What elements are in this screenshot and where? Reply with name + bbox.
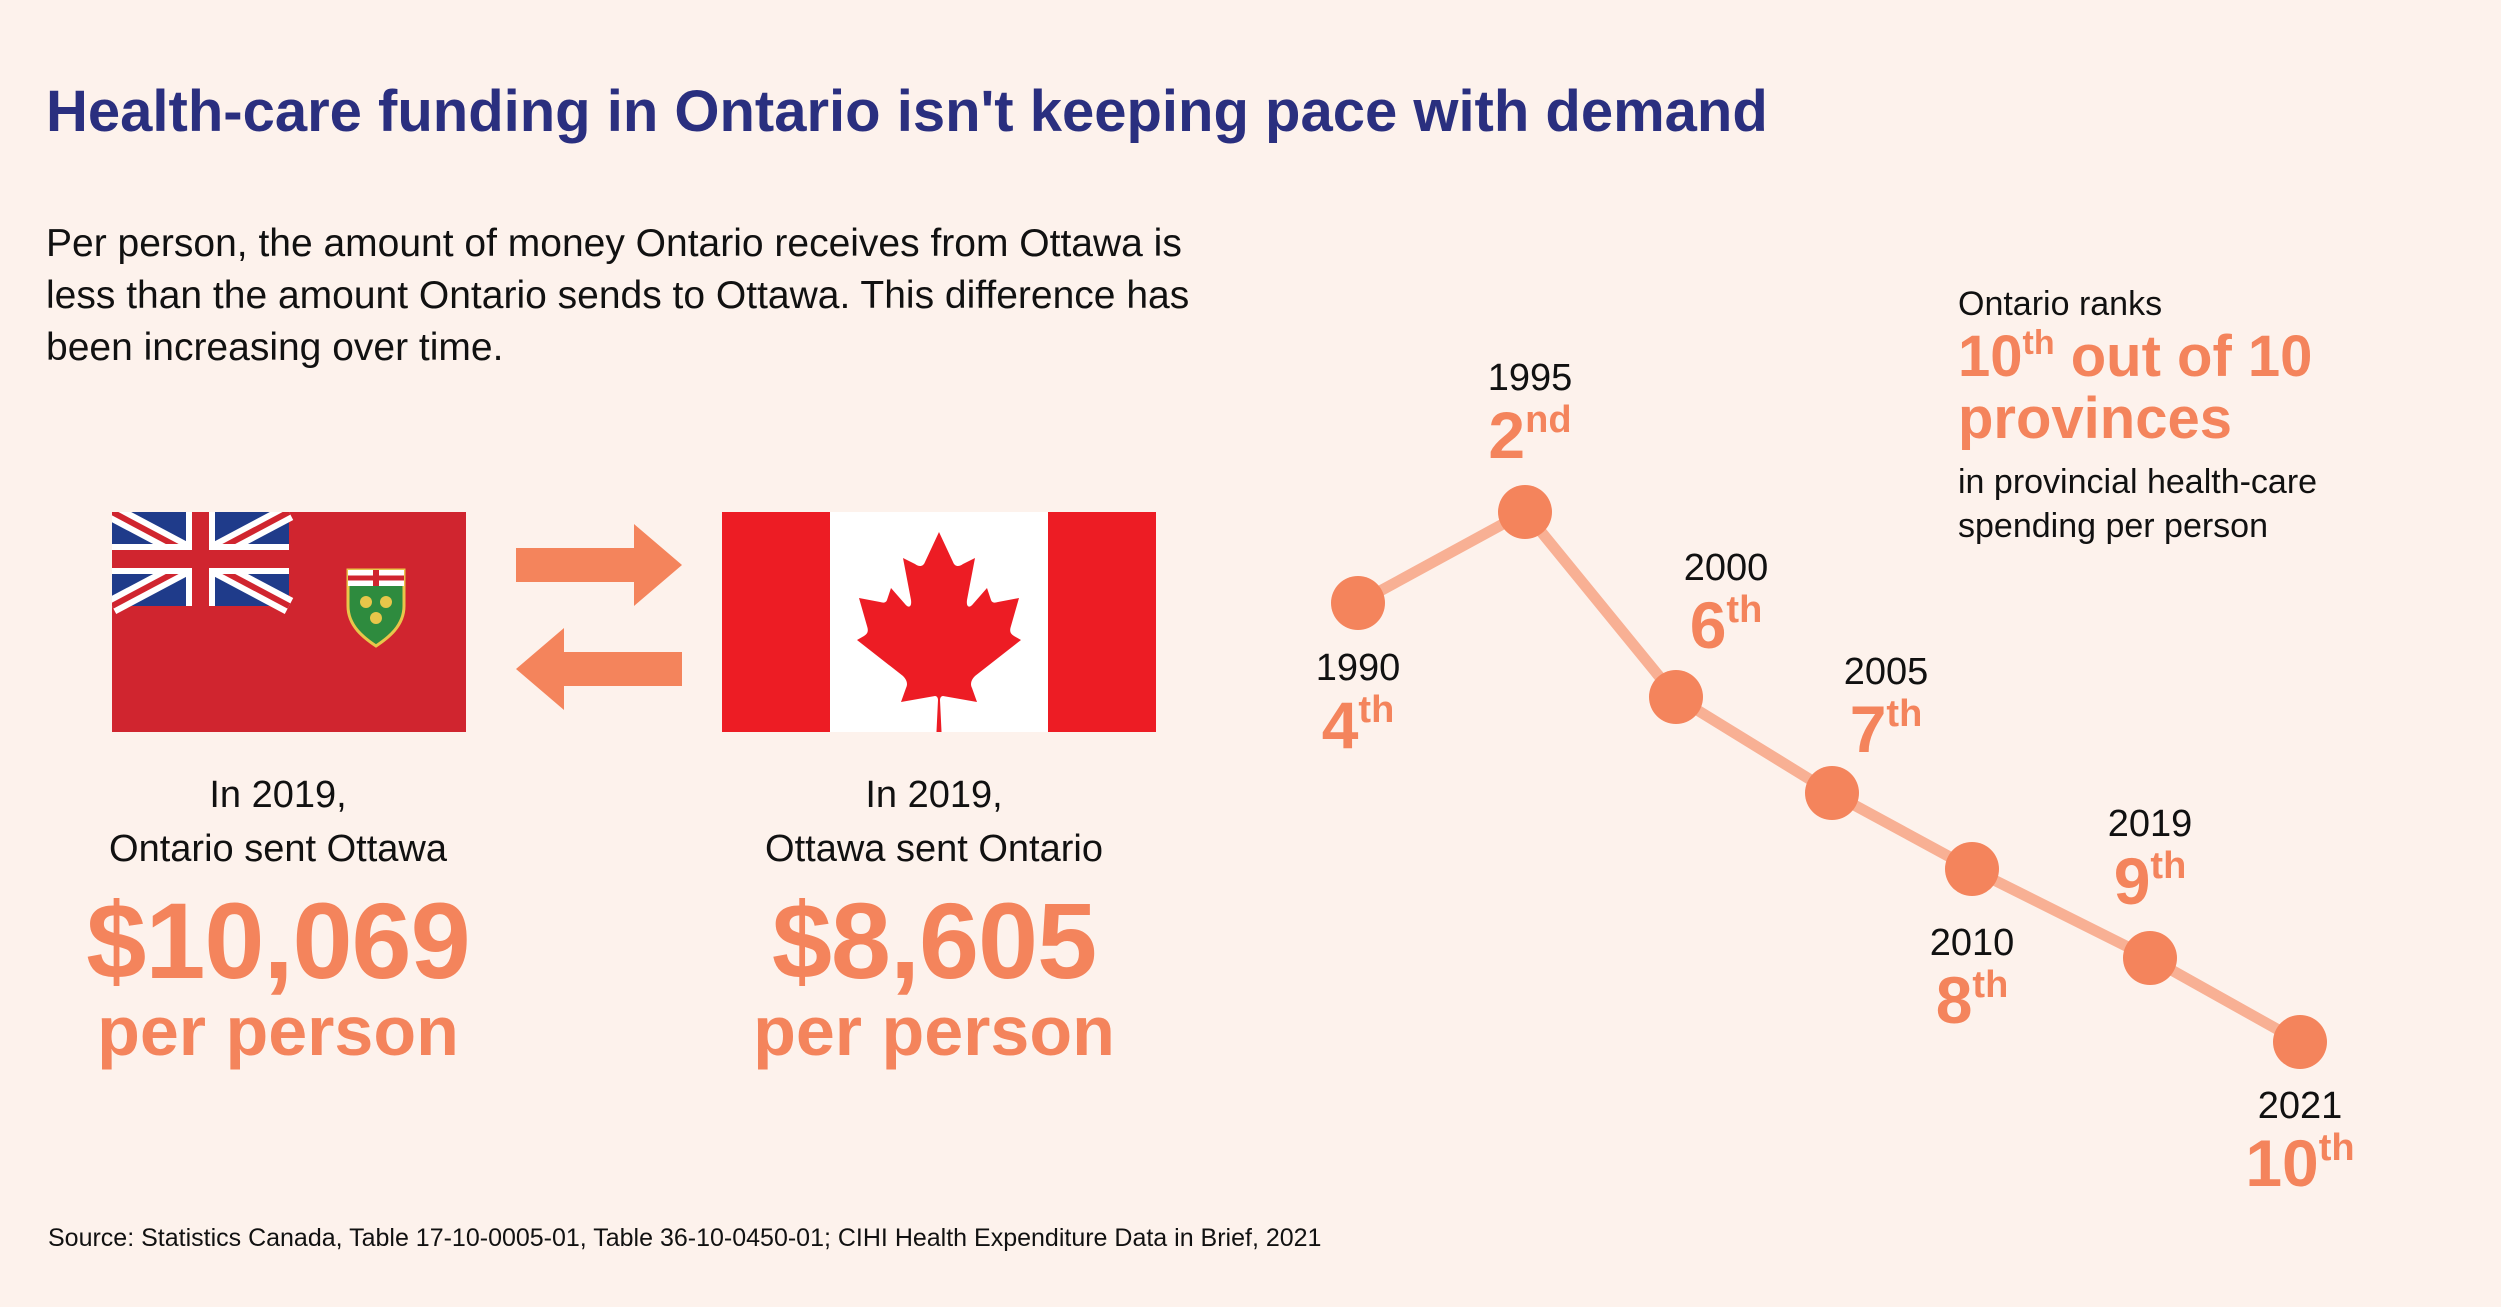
rank-number: 8 (1936, 963, 1973, 1037)
ontario-sent-block: In 2019, Ontario sent Ottawa $10,069 per… (48, 768, 508, 1066)
year-label: 2019 (2108, 803, 2193, 845)
rank-number: 6 (1690, 588, 1727, 662)
source-note: Source: Statistics Canada, Table 17-10-0… (48, 1224, 1322, 1252)
rank-point (1945, 842, 1999, 896)
rank-number: 7 (1850, 692, 1887, 766)
rank-label: 10th (2245, 1126, 2354, 1200)
rank-callout: Ontario ranks 10th out of 10 provinces i… (1958, 282, 2317, 548)
rank-callout-suffix: th (2022, 324, 2055, 362)
rank-number: 10 (2245, 1126, 2318, 1200)
rank-suffix: th (2150, 845, 2186, 887)
left-arrow-icon (516, 628, 682, 710)
rank-suffix: th (1886, 693, 1922, 735)
rank-point (1498, 485, 1552, 539)
maple-leaf-icon (857, 532, 1021, 732)
rank-number: 9 (2114, 844, 2151, 918)
right-arrow-icon (516, 524, 682, 606)
rank-callout-out-of: out of 10 (2054, 324, 2313, 389)
rank-callout-headline: 10th out of 10 (1958, 326, 2317, 388)
rank-label: 8th (1936, 963, 2009, 1037)
rank-callout-intro: Ontario ranks (1958, 285, 2163, 323)
rank-number: 4 (1322, 688, 1359, 762)
ottawa-sent-unit: per person (753, 992, 1115, 1070)
ontario-flag (112, 512, 466, 732)
ontario-sent-amount: $10,069 (86, 880, 470, 1001)
year-label: 2021 (2258, 1085, 2343, 1127)
year-label: 2005 (1844, 651, 1929, 693)
intro-text: Per person, the amount of money Ontario … (46, 218, 1446, 374)
year-label: 1995 (1488, 357, 1573, 399)
intro-line: Per person, the amount of money Ontario … (46, 222, 1182, 265)
ontario-sent-unit: per person (97, 992, 459, 1070)
rank-callout-number: 10 (1958, 324, 2023, 389)
ontario-shield-icon (346, 568, 406, 648)
rank-point (1805, 766, 1859, 820)
year-label: 2010 (1930, 922, 2015, 964)
rank-point (1649, 670, 1703, 724)
rank-callout-desc-line: spending per person (1958, 507, 2269, 545)
rank-suffix: th (1726, 589, 1762, 631)
rank-label: 4th (1322, 688, 1395, 762)
rank-label: 9th (2114, 844, 2187, 918)
intro-line: been increasing over time. (46, 326, 504, 369)
rank-label: 2nd (1488, 398, 1571, 472)
rank-label: 7th (1850, 692, 1923, 766)
rank-suffix: th (1358, 689, 1394, 731)
rank-label: 6th (1690, 588, 1763, 662)
rank-suffix: th (2319, 1127, 2355, 1169)
intro-line: less than the amount Ontario sends to Ot… (46, 274, 1190, 317)
rank-number: 2 (1488, 398, 1525, 472)
ontario-sent-year: In 2019, (209, 774, 347, 816)
canada-flag (722, 512, 1156, 732)
page-title: Health-care funding in Ontario isn't kee… (46, 79, 1768, 144)
rank-callout-provinces: provinces (1958, 386, 2232, 451)
ottawa-sent-amount: $8,605 (771, 880, 1097, 1001)
rank-point (2273, 1015, 2327, 1069)
rank-point (2123, 931, 2177, 985)
ottawa-sent-label: Ottawa sent Ontario (765, 828, 1103, 870)
ottawa-sent-block: In 2019, Ottawa sent Ontario $8,605 per … (704, 768, 1164, 1066)
rank-suffix: nd (1525, 399, 1571, 441)
rank-callout-desc-line: in provincial health-care (1958, 463, 2318, 501)
ottawa-sent-year: In 2019, (865, 774, 1003, 816)
year-label: 2000 (1684, 547, 1769, 589)
rank-suffix: th (1972, 964, 2008, 1006)
ontario-sent-label: Ontario sent Ottawa (109, 828, 447, 870)
rank-callout-desc: in provincial health-care spending per p… (1958, 460, 2317, 548)
rank-point (1331, 576, 1385, 630)
year-label: 1990 (1316, 647, 1401, 689)
union-jack-icon (112, 512, 294, 614)
